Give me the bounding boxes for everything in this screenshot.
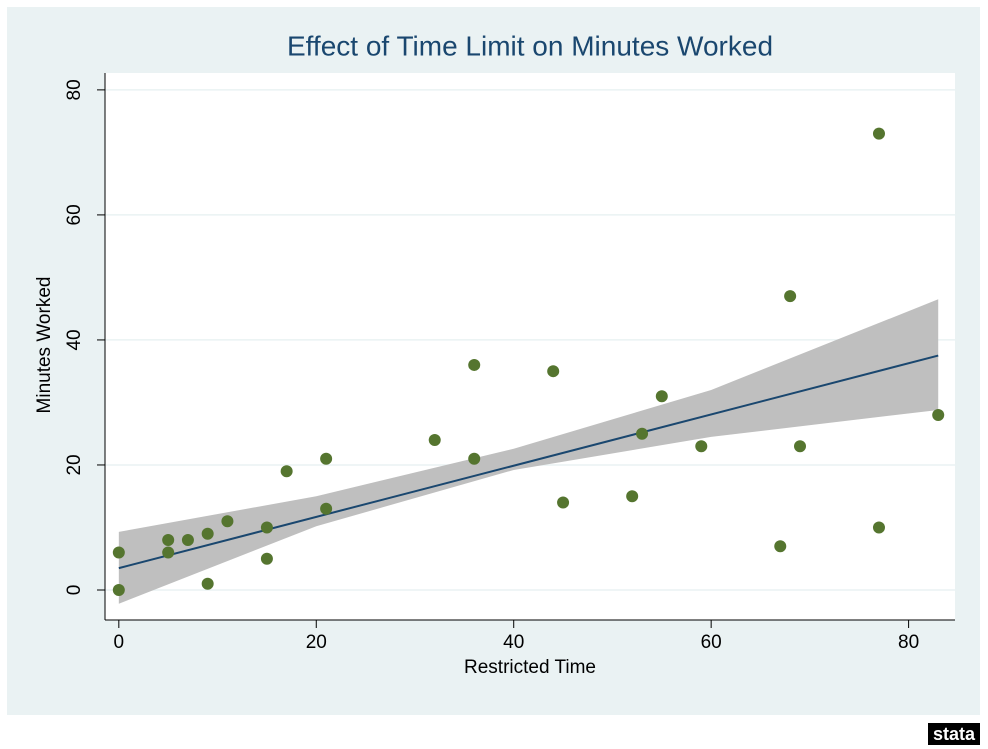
x-axis-title: Restricted Time (464, 657, 596, 678)
x-tick-label: 0 (114, 632, 125, 653)
y-tick-label: 0 (64, 585, 85, 596)
point (557, 496, 570, 509)
point (221, 515, 234, 528)
point (784, 290, 797, 303)
y-tick-label: 20 (64, 454, 85, 475)
point (162, 546, 175, 559)
x-tick-label: 60 (701, 632, 722, 653)
point (794, 440, 807, 453)
point (320, 452, 333, 465)
point (112, 583, 125, 596)
point (201, 577, 214, 590)
point (181, 533, 194, 546)
point (932, 408, 945, 421)
point (280, 465, 293, 478)
point (112, 546, 125, 559)
point (201, 527, 214, 540)
y-tick-label: 60 (64, 204, 85, 225)
x-tick-label: 40 (503, 632, 524, 653)
logo: stata (933, 724, 976, 744)
point (695, 440, 708, 453)
y-tick-label: 80 (64, 79, 85, 100)
y-tick-label: 40 (64, 329, 85, 350)
point (162, 533, 175, 546)
point (260, 521, 273, 534)
point (636, 427, 649, 440)
confidence-band (118, 299, 939, 604)
point (468, 358, 481, 371)
chart-title: Effect of Time Limit on Minutes Worked (287, 30, 773, 61)
point (260, 552, 273, 565)
point (872, 521, 885, 534)
point (428, 433, 441, 446)
logo-box (928, 723, 980, 745)
point (872, 127, 885, 140)
x-tick-label: 80 (898, 632, 919, 653)
fit-line (118, 354, 939, 570)
point (320, 502, 333, 515)
y-axis-title: Minutes Worked (34, 277, 55, 414)
point (547, 365, 560, 378)
point (655, 390, 668, 403)
point (468, 452, 481, 465)
point (774, 540, 787, 553)
point (626, 490, 639, 503)
x-tick-label: 20 (306, 632, 327, 653)
